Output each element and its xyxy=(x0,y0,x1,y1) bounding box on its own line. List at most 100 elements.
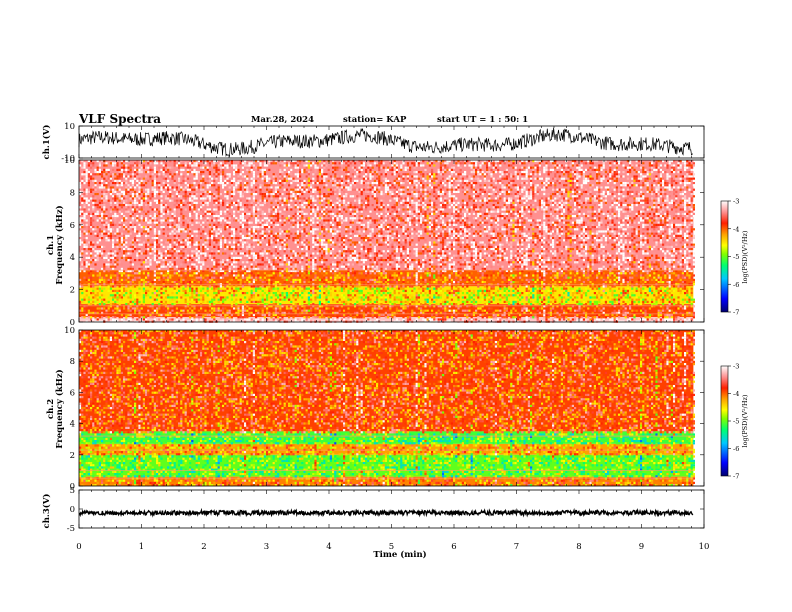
ch1-spectrogram-cell xyxy=(261,263,264,266)
ch1-spectrogram-cell xyxy=(186,188,189,191)
ch1-spectrogram-cell xyxy=(107,281,110,284)
ch1-spectrogram-cell xyxy=(153,162,156,165)
ch1-spectrogram-cell xyxy=(206,208,209,211)
ch1-spectrogram-cell xyxy=(195,292,198,295)
ch1-spectrogram-cell xyxy=(268,219,271,222)
ch1-spectrogram-cell xyxy=(158,294,161,297)
ch1-spectrogram-cell xyxy=(98,164,101,167)
ch1-spectrogram-cell xyxy=(279,283,282,286)
ch1-spectrogram-cell xyxy=(272,221,275,224)
ch1-spectrogram-cell xyxy=(279,168,282,171)
ch1-spectrogram-cell xyxy=(116,263,119,266)
ch1-spectrogram-cell xyxy=(292,294,295,297)
ch1-spectrogram-cell xyxy=(250,259,253,262)
ch1-spectrogram-cell xyxy=(248,204,251,207)
ch1-spectrogram-cell xyxy=(120,241,123,244)
ch1-spectrogram-cell xyxy=(160,219,163,222)
ch1-spectrogram-cell xyxy=(162,219,165,222)
ch1-spectrogram-cell xyxy=(294,221,297,224)
ch1-spectrogram-cell xyxy=(237,164,240,167)
ch1-spectrogram-cell xyxy=(241,237,244,240)
ch1-spectrogram-cell xyxy=(307,309,310,312)
ch1-spectrogram-cell xyxy=(270,182,273,185)
ch1-spectrogram-cell xyxy=(123,237,126,240)
ch1-spectrogram-cell xyxy=(156,201,159,204)
ch1-spectrogram-cell xyxy=(208,256,211,259)
ch1-spectrogram-cell xyxy=(98,201,101,204)
ch1-spectrogram-cell xyxy=(283,160,286,163)
ch1-spectrogram-cell xyxy=(299,208,302,211)
ch1-spectrogram-cell xyxy=(338,210,341,213)
ch1-spectrogram-cell xyxy=(215,199,218,202)
ch1-spectrogram-cell xyxy=(164,171,167,174)
ch1-spectrogram-cell xyxy=(296,175,299,178)
ch1-spectrogram-cell xyxy=(332,241,335,244)
ch1-spectrogram-cell xyxy=(301,186,304,189)
ch1-spectrogram-cell xyxy=(164,287,167,290)
ch1-spectrogram-cell xyxy=(138,287,141,290)
ch1-spectrogram-cell xyxy=(215,234,218,237)
ch1-spectrogram-cell xyxy=(285,195,288,198)
ch1-spectrogram-cell xyxy=(255,193,258,196)
ch1-spectrogram-cell xyxy=(158,267,161,270)
ch1-spectrogram-cell xyxy=(235,243,238,246)
ch1-spectrogram-cell xyxy=(85,190,88,193)
ch1-spectrogram-cell xyxy=(219,175,222,178)
ch1-spectrogram-cell xyxy=(120,294,123,297)
ch1-spectrogram-cell xyxy=(266,160,269,163)
ch1-spectrogram-cell xyxy=(283,179,286,182)
ch1-spectrogram-cell xyxy=(329,241,332,244)
ch1-spectrogram-cell xyxy=(167,272,170,275)
ch1-spectrogram-cell xyxy=(213,219,216,222)
ch1-spectrogram-cell xyxy=(208,241,211,244)
ch1-spectrogram-cell xyxy=(239,300,242,303)
ch1-spectrogram-cell xyxy=(151,307,154,310)
ch1-spectrogram-cell xyxy=(233,164,236,167)
ch1-spectrogram-cell xyxy=(239,276,242,279)
ch1-spectrogram-cell xyxy=(140,182,143,185)
ch1-spectrogram-cell xyxy=(279,219,282,222)
ch1-spectrogram-cell xyxy=(332,272,335,275)
ch1-spectrogram-cell xyxy=(94,232,97,235)
ch1-spectrogram-cell xyxy=(178,252,181,255)
ch1-spectrogram-cell xyxy=(197,184,200,187)
ch1-spectrogram-cell xyxy=(329,199,332,202)
ch1-spectrogram-cell xyxy=(250,245,253,248)
ch1-spectrogram-cell xyxy=(239,245,242,248)
ch1-spectrogram-cell xyxy=(81,283,84,286)
ch1-spectrogram-cell xyxy=(318,303,321,306)
ch1-spectrogram-cell xyxy=(158,232,161,235)
ch1-spectrogram-cell xyxy=(169,193,172,196)
ch1-spectrogram-cell xyxy=(261,309,264,312)
ch1-spectrogram-cell xyxy=(147,193,150,196)
ch1-spectrogram-cell xyxy=(255,232,258,235)
ch1-spectrogram-cell xyxy=(288,311,291,314)
ch1-spectrogram-cell xyxy=(120,263,123,266)
ch1-spectrogram-cell xyxy=(131,272,134,275)
ch1-spectrogram-cell xyxy=(167,210,170,213)
ch1-spectrogram-cell xyxy=(138,281,141,284)
ch1-spectrogram-cell xyxy=(197,270,200,273)
ch1-spectrogram-cell xyxy=(299,311,302,314)
ch1-spectrogram-cell xyxy=(197,164,200,167)
ch1-spectrogram-cell xyxy=(299,197,302,200)
ch1-spectrogram-cell xyxy=(228,263,231,266)
ch1-spectrogram-cell xyxy=(151,160,154,163)
ch1-spectrogram-cell xyxy=(270,278,273,281)
ch1-spectrogram-cell xyxy=(334,239,337,242)
ch1-spectrogram-cell xyxy=(180,171,183,174)
ch1-spectrogram-cell xyxy=(107,226,110,229)
ch1-spectrogram-cell xyxy=(266,294,269,297)
ch1-spectrogram-cell xyxy=(213,173,216,176)
ch1-spectrogram-cell xyxy=(129,212,132,215)
ch1-spectrogram-cell xyxy=(90,285,93,288)
ch1-spectrogram-cell xyxy=(145,250,148,253)
ch1-spectrogram-cell xyxy=(259,204,262,207)
ch1-spectrogram-cell xyxy=(323,270,326,273)
ch1-spectrogram-cell xyxy=(241,212,244,215)
ch1-spectrogram-cell xyxy=(131,267,134,270)
ch1-spectrogram-cell xyxy=(79,283,82,286)
ch1-spectrogram-cell xyxy=(263,272,266,275)
ch1-spectrogram-cell xyxy=(169,296,172,299)
ch1-spectrogram-cell xyxy=(112,195,115,198)
